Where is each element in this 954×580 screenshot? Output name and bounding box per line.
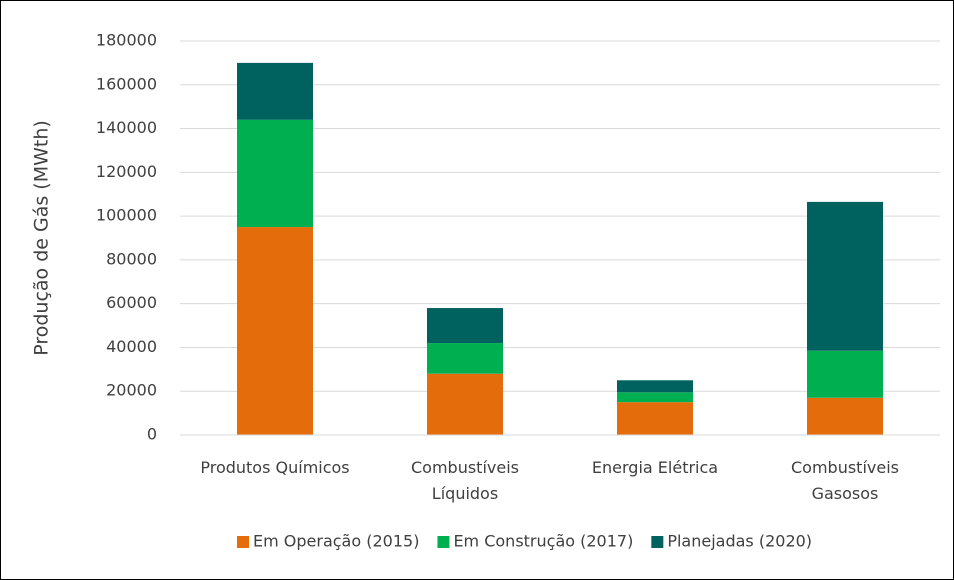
y-tick-label: 60000	[106, 293, 157, 312]
bar-segment	[617, 380, 693, 393]
bar-segment	[807, 350, 883, 398]
y-tick-label: 180000	[96, 31, 157, 50]
legend-label: Em Operação (2015)	[253, 532, 419, 551]
bar-segment	[807, 201, 883, 351]
bar-segment	[237, 62, 313, 120]
bar-segment	[237, 119, 313, 228]
legend-label: Planejadas (2020)	[667, 532, 812, 551]
y-tick-label: 0	[147, 425, 157, 444]
y-axis-title: Produção de Gás (MWth)	[31, 120, 53, 356]
bar-segment	[427, 308, 503, 344]
x-tick-label: Energia Elétrica	[591, 458, 719, 477]
x-tick-label: Combustíveis Gasosos	[791, 458, 899, 503]
bar-segment	[807, 397, 883, 435]
legend-label: Em Construção (2017)	[453, 532, 633, 551]
y-tick-label: 80000	[106, 249, 157, 268]
x-tick-label: Combustíveis Líquidos	[411, 458, 519, 503]
y-tick-label: 120000	[96, 162, 157, 181]
y-tick-label: 100000	[96, 206, 157, 225]
bar-segment	[617, 402, 693, 435]
y-tick-label: 20000	[106, 381, 157, 400]
legend-swatch	[237, 536, 249, 548]
legend-swatch	[437, 536, 450, 548]
y-tick-label: 40000	[106, 337, 157, 356]
legend-swatch	[651, 536, 664, 548]
bar-segment	[617, 392, 693, 403]
bar-segment	[427, 373, 503, 435]
x-tick-label: Produtos Químicos	[200, 458, 350, 477]
bar-segment	[427, 343, 503, 374]
y-tick-label: 140000	[96, 118, 157, 137]
bar-segment	[237, 227, 313, 435]
y-tick-label: 160000	[96, 74, 157, 93]
